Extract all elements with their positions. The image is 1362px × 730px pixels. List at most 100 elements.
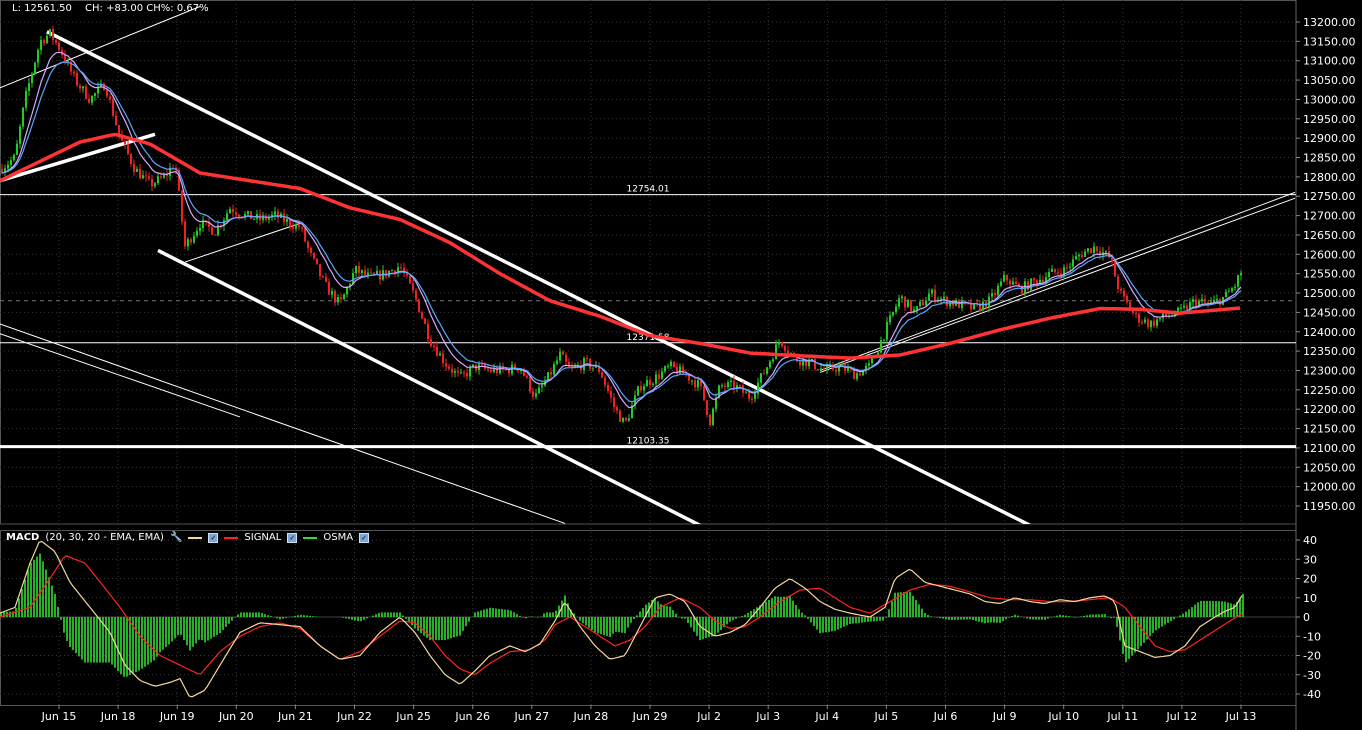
candle-body	[892, 311, 894, 316]
candle-body	[400, 267, 402, 269]
candle-body	[595, 365, 597, 368]
candle-body	[148, 176, 150, 179]
macd-visible-checkbox[interactable]: ✓	[208, 532, 219, 543]
candle-body	[7, 164, 9, 169]
candle-body	[1093, 246, 1095, 253]
candle-body	[361, 270, 363, 273]
signal-visible-checkbox[interactable]: ✓	[287, 532, 298, 543]
candle-body	[292, 226, 294, 229]
price-change: CH: +83.00 CH%: 0.67%	[85, 3, 209, 14]
candle-body	[1201, 299, 1203, 301]
candle-body	[70, 61, 72, 72]
candle-body	[739, 385, 741, 387]
trendline	[184, 222, 301, 263]
candle-body	[235, 212, 237, 215]
x-tick-label: Jul 6	[933, 710, 958, 723]
candle-body	[319, 264, 321, 277]
y-tick-label: 12450.00	[1303, 306, 1356, 319]
candle-body	[112, 99, 114, 116]
candle-body	[724, 385, 726, 387]
candle-body	[712, 408, 714, 425]
candle-body	[1135, 313, 1137, 315]
candle-body	[853, 369, 855, 380]
candle-body	[808, 360, 810, 367]
candle-body	[415, 290, 417, 300]
candle-body	[496, 368, 498, 374]
candle-body	[394, 270, 396, 274]
candle-body	[334, 290, 336, 303]
y-tick-label: 12800.00	[1303, 171, 1356, 184]
x-tick-label: Jun 27	[513, 710, 549, 723]
candle-body	[1216, 298, 1218, 300]
candle-body	[856, 373, 858, 380]
candle-body	[1078, 254, 1080, 257]
candle-body	[19, 126, 21, 144]
candle-body	[46, 35, 48, 44]
candle-body	[214, 234, 216, 236]
candle-body	[40, 39, 42, 50]
candle-body	[325, 276, 327, 282]
candle-body	[862, 369, 864, 376]
candle-body	[718, 385, 720, 398]
y-tick-label: 12600.00	[1303, 248, 1356, 261]
y-tick-label: 12350.00	[1303, 345, 1356, 358]
candle-body	[907, 299, 909, 308]
candle-body	[898, 298, 900, 307]
candle-body	[1117, 276, 1119, 289]
candle-body	[193, 235, 195, 243]
candle-body	[1075, 256, 1077, 260]
candle-body	[82, 86, 84, 89]
candle-body	[49, 29, 51, 36]
candle-body	[694, 380, 696, 388]
candle-body	[1153, 320, 1155, 326]
trendlines[interactable]	[0, 6, 1296, 526]
candle-body	[460, 372, 462, 374]
candle-body	[91, 95, 93, 103]
candle-body	[16, 143, 18, 155]
candle-body	[190, 239, 192, 243]
candle-body	[73, 71, 75, 74]
candle-body	[682, 366, 684, 374]
candle-body	[619, 410, 621, 422]
y-tick-label: 12000.00	[1303, 481, 1356, 494]
candle-body	[568, 361, 570, 367]
candle-body	[1159, 318, 1161, 320]
candle-body	[1081, 254, 1083, 257]
candle-body	[556, 360, 558, 365]
osma-visible-checkbox[interactable]: ✓	[359, 532, 370, 543]
candle-body	[1162, 312, 1164, 319]
candle-body	[310, 247, 312, 253]
y-tick-label: 12550.00	[1303, 268, 1356, 281]
candle-body	[1198, 300, 1200, 306]
candle-body	[859, 373, 861, 376]
trendline	[0, 333, 241, 418]
candle-body	[376, 270, 378, 275]
y-tick-label: 12100.00	[1303, 442, 1356, 455]
candle-body	[316, 258, 318, 265]
candle-body	[979, 303, 981, 311]
candle-body	[613, 397, 615, 408]
candle-body	[1027, 281, 1029, 291]
candle-body	[373, 272, 375, 275]
x-tick-label: Jun 20	[218, 710, 254, 723]
candle-body	[13, 154, 15, 161]
candle-body	[1105, 251, 1107, 253]
candle-body	[784, 346, 786, 351]
candle-body	[1129, 302, 1131, 311]
price-candles	[1, 25, 1242, 427]
candle-body	[1195, 299, 1197, 306]
candle-body	[271, 214, 273, 218]
candle-body	[847, 368, 849, 371]
horizontal-levels[interactable]: 12754.01 12371.58 12103.35	[0, 185, 1296, 449]
candle-body	[436, 346, 438, 356]
candle-body	[895, 306, 897, 312]
candle-body	[346, 287, 348, 295]
candle-body	[466, 372, 468, 377]
wrench-icon[interactable]: 🔧	[169, 532, 183, 543]
candle-body	[883, 339, 885, 341]
y-tick-label: 13150.00	[1303, 35, 1356, 48]
level-label: 12371.58	[627, 333, 670, 343]
macd-y-tick-label: -40	[1303, 688, 1321, 701]
candle-body	[943, 296, 945, 299]
